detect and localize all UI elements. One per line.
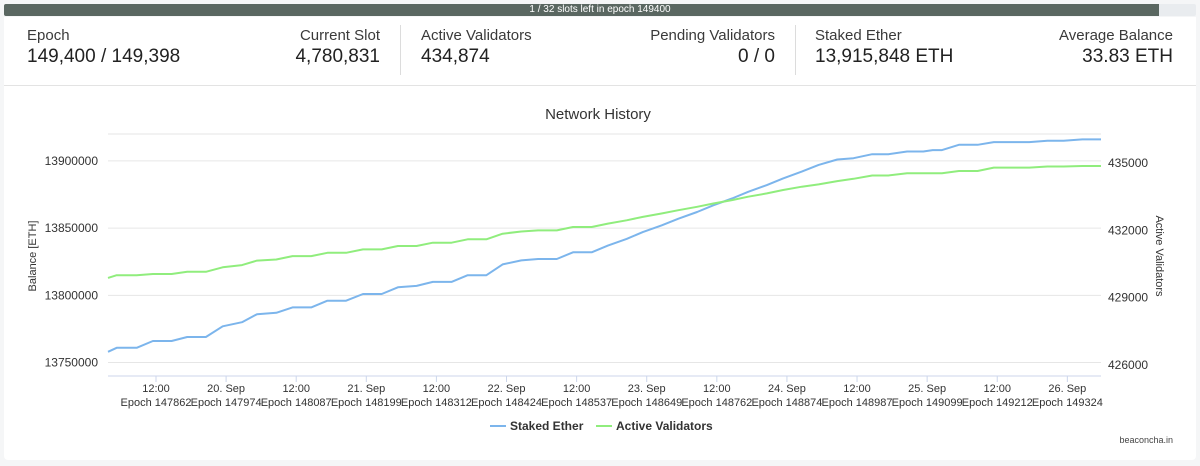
average-balance-label: Average Balance <box>1059 27 1173 44</box>
average-balance-value: 33.83 ETH <box>1082 46 1173 67</box>
legend-item-active-validators[interactable]: Active Validators <box>596 419 713 433</box>
active-validators-label: Active Validators <box>421 27 532 44</box>
x-tick-label: Epoch 148537 <box>541 397 612 409</box>
y-tick-label-left: 13750000 <box>45 356 99 370</box>
x-tick-label: 12:00 <box>142 383 170 395</box>
x-tick-label: 12:00 <box>983 383 1011 395</box>
y-tick-label-right: 429000 <box>1108 291 1148 305</box>
x-tick-label: Epoch 148087 <box>261 397 332 409</box>
staked-ether-line <box>107 138 1101 353</box>
x-tick-label: Epoch 147862 <box>121 397 192 409</box>
staked-ether-value: 13,915,848 ETH <box>815 46 954 67</box>
chart-series <box>107 138 1101 353</box>
left-y-axis: 13750000 13800000 13850000 13900000 <box>45 154 99 370</box>
network-stats-bar: Epoch 149,400 / 149,398 Current Slot 4,7… <box>4 17 1196 86</box>
x-tick-label: 23. Sep <box>628 383 666 395</box>
y-tick-label-right: 426000 <box>1108 358 1148 372</box>
legend-label-active-validators: Active Validators <box>616 419 713 433</box>
validators-stats-group: Active Validators 434,874 Pending Valida… <box>401 17 795 85</box>
x-tick-label: 25. Sep <box>908 383 946 395</box>
x-tick-label: 12:00 <box>423 383 451 395</box>
y-tick-label-left: 13850000 <box>45 221 99 235</box>
y-tick-label-right: 432000 <box>1108 223 1148 237</box>
x-tick-label: 12:00 <box>703 383 731 395</box>
active-validators-line <box>107 165 1101 279</box>
epoch-label: Epoch <box>27 27 70 44</box>
current-slot-label: Current Slot <box>299 27 380 44</box>
y-tick-label-left: 13800000 <box>45 288 99 302</box>
pending-validators-value: 0 / 0 <box>738 46 775 67</box>
epoch-progress-label: 1 / 32 slots left in epoch 149400 <box>529 4 671 15</box>
x-tick-label: Epoch 149324 <box>1032 397 1103 409</box>
legend-item-staked-ether[interactable]: Staked Ether <box>490 419 584 433</box>
epoch-progress-fill <box>4 4 1160 16</box>
x-tick-label: Epoch 147974 <box>191 397 262 409</box>
left-axis-title: Balance [ETH] <box>27 221 39 292</box>
ether-stats-group: Staked Ether 13,915,848 ETH Average Bala… <box>796 17 1196 85</box>
stats-divider <box>795 25 796 75</box>
x-tick-label: Epoch 148874 <box>751 397 822 409</box>
right-y-axis: 426000 429000 432000 435000 <box>1108 156 1148 372</box>
x-tick-label: 22. Sep <box>488 383 526 395</box>
staked-ether-label: Staked Ether <box>815 27 902 44</box>
x-tick-label: Epoch 148199 <box>331 397 402 409</box>
x-tick-label: Epoch 148649 <box>611 397 682 409</box>
x-tick-label: Epoch 149099 <box>892 397 963 409</box>
x-tick-label: 12:00 <box>843 383 871 395</box>
network-history-chart: Network History 13750000 13800000 13850000… <box>27 106 1173 445</box>
active-validators-value: 434,874 <box>421 46 490 67</box>
x-tick-label: Epoch 148762 <box>681 397 752 409</box>
epoch-progress-bar: 1 / 32 slots left in epoch 149400 <box>4 4 1196 16</box>
watermark-credit: beaconcha.in <box>1119 435 1173 445</box>
chart-legend: Staked Ether Active Validators <box>490 419 713 433</box>
pending-validators-label: Pending Validators <box>650 27 775 44</box>
stats-divider <box>400 25 401 75</box>
x-tick-label: 24. Sep <box>768 383 806 395</box>
epoch-stats-group: Epoch 149,400 / 149,398 Current Slot 4,7… <box>4 17 400 85</box>
right-axis-title: Active Validators <box>1153 215 1165 297</box>
x-tick-label: 26. Sep <box>1048 383 1086 395</box>
x-tick-label: 12:00 <box>282 383 310 395</box>
y-tick-label-right: 435000 <box>1108 156 1148 170</box>
x-tick-label: Epoch 148987 <box>822 397 893 409</box>
epoch-value: 149,400 / 149,398 <box>27 46 181 67</box>
chart-gridlines <box>108 133 1101 364</box>
x-tick-label: 12:00 <box>563 383 591 395</box>
y-tick-label-left: 13900000 <box>45 154 99 168</box>
x-tick-label: Epoch 148424 <box>471 397 542 409</box>
x-tick-label: 20. Sep <box>207 383 245 395</box>
x-tick-label: Epoch 148312 <box>401 397 472 409</box>
x-tick-label: Epoch 149212 <box>962 397 1033 409</box>
x-axis: 12:00 Epoch 147862 20. Sep Epoch 147974 12:0… <box>108 375 1103 409</box>
legend-label-staked-ether: Staked Ether <box>510 419 584 433</box>
x-tick-label: 21. Sep <box>347 383 385 395</box>
network-history-card: Network History 13750000 13800000 13850000… <box>4 86 1196 460</box>
chart-title: Network History <box>545 106 651 123</box>
current-slot-value: 4,780,831 <box>295 46 380 67</box>
